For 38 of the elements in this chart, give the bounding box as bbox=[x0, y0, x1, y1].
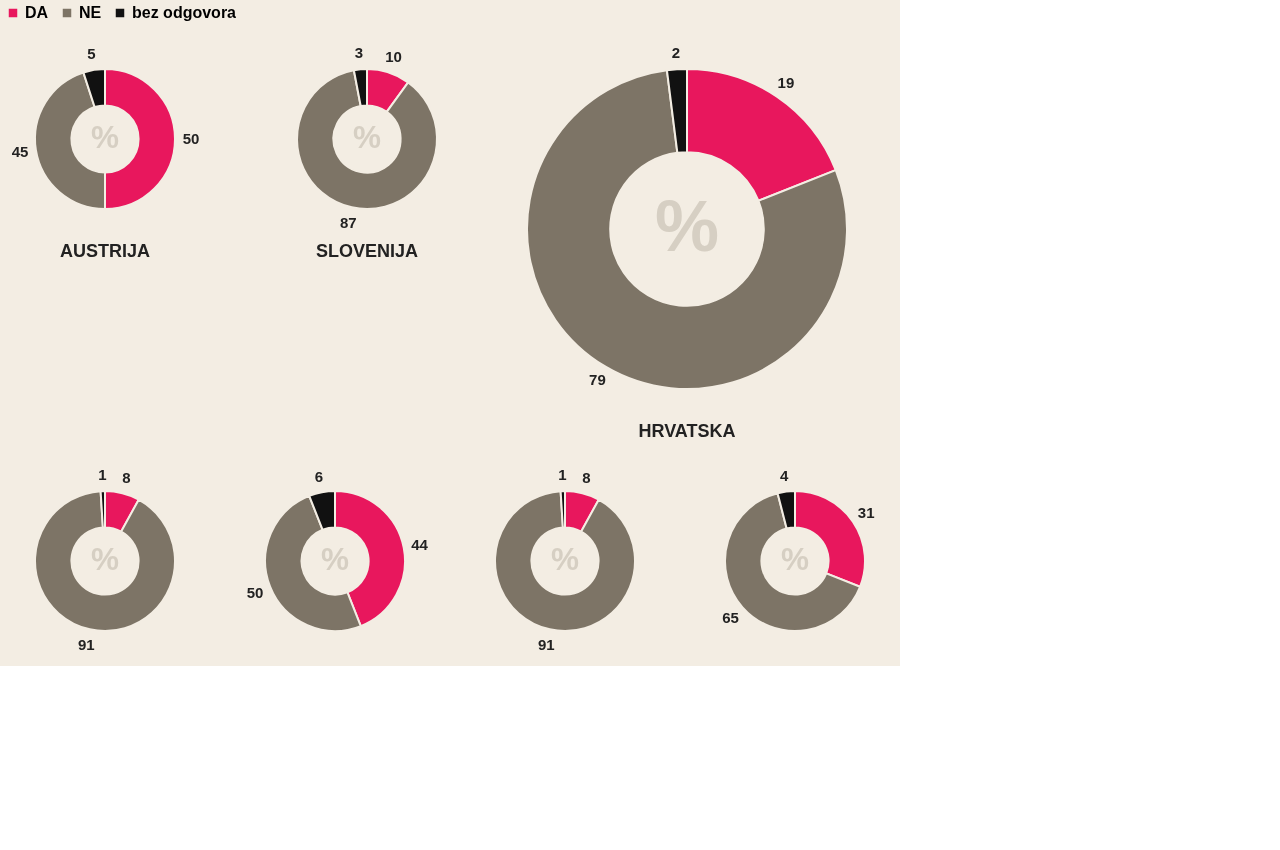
data-label: 65 bbox=[722, 608, 739, 626]
text: % bbox=[780, 541, 810, 577]
data-label: 31 bbox=[857, 503, 875, 521]
text: AUSTRIJA bbox=[59, 241, 151, 261]
legend-label: bez odgovora bbox=[132, 4, 237, 21]
data-label: 50 bbox=[246, 583, 264, 601]
data-label: 1 bbox=[558, 466, 567, 484]
legend-label: NE bbox=[79, 4, 102, 21]
data-label: 50 bbox=[182, 130, 200, 147]
text: HRVATSKA bbox=[638, 421, 736, 441]
text: % bbox=[90, 541, 120, 577]
data-label: 91 bbox=[77, 635, 95, 653]
text: % bbox=[352, 119, 382, 155]
data-label: 8 bbox=[582, 468, 591, 486]
data-label: 6 bbox=[314, 467, 324, 485]
data-label: 79 bbox=[589, 371, 606, 389]
text: % bbox=[320, 541, 350, 577]
text: % bbox=[90, 119, 120, 155]
donut-slice bbox=[34, 490, 176, 632]
data-label: 10 bbox=[385, 48, 402, 66]
data-label: 8 bbox=[122, 468, 131, 486]
text: SLOVENIJA bbox=[315, 241, 419, 261]
data-label: 87 bbox=[339, 213, 357, 231]
data-label: 44 bbox=[411, 535, 429, 553]
data-label: 3 bbox=[354, 44, 364, 62]
text: % bbox=[550, 541, 580, 577]
data-label: 91 bbox=[537, 635, 555, 653]
text: % bbox=[654, 186, 720, 266]
donut-slice bbox=[494, 490, 636, 632]
data-label: 45 bbox=[11, 143, 29, 161]
data-label: 5 bbox=[87, 45, 96, 63]
legend-label: DA bbox=[25, 4, 49, 21]
data-label: 1 bbox=[98, 466, 107, 484]
donut-slice bbox=[526, 69, 848, 390]
donut-slice bbox=[296, 69, 438, 210]
data-label: 4 bbox=[780, 466, 790, 484]
data-label: 19 bbox=[777, 74, 795, 92]
data-label: 2 bbox=[671, 44, 681, 62]
